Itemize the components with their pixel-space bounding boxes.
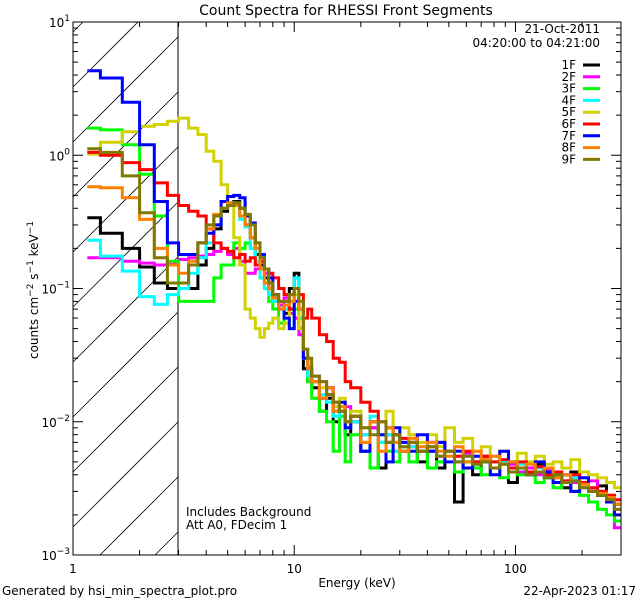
hatch-line <box>154 531 179 556</box>
y-tick-exponent: −2 <box>57 414 70 424</box>
y-tick-label: 101 <box>49 14 70 30</box>
hatch-line <box>72 21 84 33</box>
annotation-background: Includes Background <box>186 505 311 519</box>
series-line-7F <box>87 69 621 517</box>
legend-label-6F: 6F <box>561 117 576 131</box>
x-axis-label: Energy (keV) <box>318 576 395 590</box>
y-tick-label: 10−2 <box>41 414 70 430</box>
legend-label-5F: 5F <box>561 105 576 119</box>
y-tick-base: 10 <box>49 16 64 30</box>
annotation-attenuator: Att A0, FDecim 1 <box>186 518 287 532</box>
legend-label-9F: 9F <box>561 152 576 166</box>
hatch-line <box>72 421 179 528</box>
y-tick-exponent: 0 <box>64 147 70 157</box>
legend-label-3F: 3F <box>561 82 576 96</box>
y-tick-label: 10−1 <box>41 281 70 297</box>
y-tick-exponent: −1 <box>57 281 70 291</box>
y-tick-exponent: −3 <box>57 547 70 557</box>
legend-label-2F: 2F <box>561 70 576 84</box>
generated-by-footer: Generated by hsi_min_spectra_plot.pro <box>2 584 237 598</box>
legend-label-4F: 4F <box>561 93 576 107</box>
y-tick-base: 10 <box>41 283 56 297</box>
legend-label-8F: 8F <box>561 141 576 155</box>
chart-title: Count Spectra for RHESSI Front Segments <box>199 3 493 19</box>
y-label-exp: −2 <box>26 284 36 297</box>
timestamp-footer: 22-Apr-2023 01:17 <box>523 584 636 598</box>
hatch-line <box>72 36 179 143</box>
x-tick-label: 1 <box>69 562 77 576</box>
y-tick-base: 10 <box>41 549 56 563</box>
legend-label-7F: 7F <box>561 129 576 143</box>
y-tick-label: 10−3 <box>41 547 70 563</box>
series-layer <box>87 69 621 530</box>
y-tick-base: 10 <box>49 149 64 163</box>
x-tick-label: 10 <box>287 562 302 576</box>
axis-ticks <box>72 22 622 556</box>
series-line-9F <box>87 147 621 511</box>
y-axis-label: counts cm−2 s−1 keV−1 <box>26 221 41 359</box>
hatch-line <box>72 256 179 363</box>
y-tick-label: 100 <box>49 147 70 163</box>
hatch-line <box>72 201 179 308</box>
y-label-exp: −1 <box>26 260 36 273</box>
hatch-line <box>72 311 179 418</box>
y-tick-exponent: 1 <box>64 14 70 24</box>
x-tick-label: 100 <box>504 562 527 576</box>
legend-label-1F: 1F <box>561 58 576 72</box>
hatch-line <box>99 476 179 556</box>
y-tick-base: 10 <box>41 416 56 430</box>
legend-time-range: 04:20:00 to 04:21:00 <box>473 36 600 50</box>
hatch-line <box>72 366 179 473</box>
y-label-part: counts cm <box>27 297 41 359</box>
legend-date: 21-Oct-2011 <box>524 22 600 36</box>
y-label-part: keV <box>27 233 41 260</box>
y-label-exp: −1 <box>26 221 36 234</box>
y-label-part: s <box>27 273 41 283</box>
hatch-line <box>72 21 139 88</box>
